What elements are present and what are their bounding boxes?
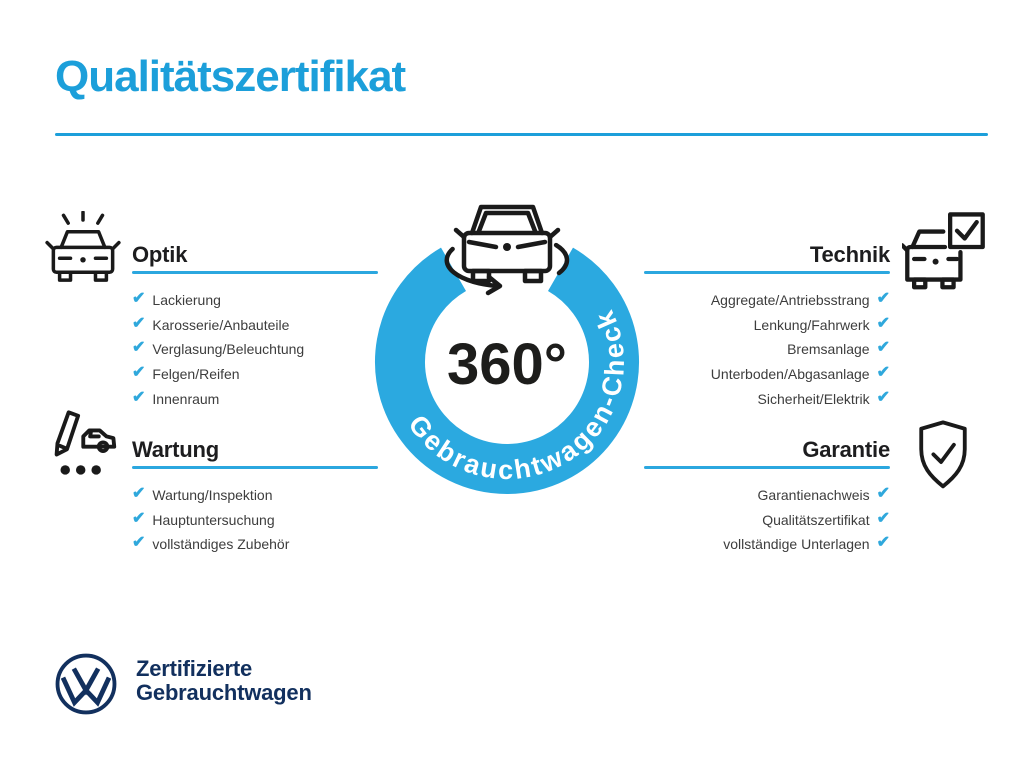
item-label: Karosserie/Anbauteile bbox=[152, 316, 290, 333]
item-label: Qualitätszertifikat bbox=[762, 511, 870, 528]
footer-claim: Zertifizierte Gebrauchtwagen bbox=[136, 657, 312, 705]
check-icon: ✔ bbox=[876, 485, 890, 503]
check-icon: ✔ bbox=[876, 339, 890, 357]
item-label: vollständige Unterlagen bbox=[723, 536, 870, 553]
list-item: Qualitätszertifikat ✔ bbox=[644, 508, 890, 533]
badge-value: 360° bbox=[447, 332, 567, 397]
check-icon: ✔ bbox=[132, 314, 146, 332]
check-icon: ✔ bbox=[132, 364, 146, 382]
section-divider bbox=[644, 271, 890, 274]
item-label: Verglasung/Beleuchtung bbox=[152, 341, 305, 358]
car-360-rotation-icon bbox=[444, 204, 570, 296]
item-label: Sicherheit/Elektrik bbox=[757, 390, 870, 407]
check-icon: ✔ bbox=[876, 364, 890, 382]
check-icon: ✔ bbox=[132, 290, 146, 308]
list-item: vollständige Unterlagen ✔ bbox=[644, 532, 890, 557]
section-title: Technik bbox=[809, 242, 890, 267]
item-label: Bremsanlage bbox=[787, 341, 870, 358]
list-item: ✔ Hauptuntersuchung bbox=[132, 508, 378, 533]
section-divider bbox=[132, 466, 378, 469]
list-item: Garantienachweis ✔ bbox=[644, 483, 890, 508]
checklist: ✔ Wartung/Inspektion ✔ Hauptuntersuchung ✔… bbox=[132, 483, 378, 557]
list-item: ✔ vollständiges Zubehör bbox=[132, 532, 378, 557]
footer-claim-line1: Zertifizierte bbox=[136, 656, 252, 681]
list-item: Sicherheit/Elektrik ✔ bbox=[644, 386, 890, 411]
item-label: vollständiges Zubehör bbox=[152, 536, 290, 553]
check-icon: ✔ bbox=[132, 388, 146, 406]
shield-check-icon bbox=[919, 420, 967, 489]
list-item: Lenkung/Fahrwerk ✔ bbox=[644, 313, 890, 338]
check-icon: ✔ bbox=[876, 509, 890, 527]
list-item: ✔ Lackierung bbox=[132, 288, 378, 313]
item-label: Wartung/Inspektion bbox=[152, 487, 273, 504]
list-item: Unterboden/Abgasanlage ✔ bbox=[644, 362, 890, 387]
list-item: Aggregate/Antriebsstrang ✔ bbox=[644, 288, 890, 313]
item-label: Unterboden/Abgasanlage bbox=[710, 366, 870, 383]
car-shine-icon bbox=[45, 211, 121, 282]
section-divider bbox=[644, 466, 890, 469]
section-title: Garantie bbox=[802, 437, 890, 462]
item-label: Lenkung/Fahrwerk bbox=[753, 316, 870, 333]
list-item: Bremsanlage ✔ bbox=[644, 337, 890, 362]
check-icon: ✔ bbox=[876, 314, 890, 332]
checklist: Garantienachweis ✔ Qualitätszertifikat ✔ v… bbox=[644, 483, 890, 557]
check-icon: ✔ bbox=[876, 290, 890, 308]
list-item: ✔ Verglasung/Beleuchtung bbox=[132, 337, 378, 362]
check-icon: ✔ bbox=[132, 534, 146, 552]
item-label: Lackierung bbox=[152, 292, 221, 309]
item-label: Aggregate/Antriebsstrang bbox=[710, 292, 870, 309]
service-checklist-car-icon bbox=[54, 410, 117, 475]
check-icon: ✔ bbox=[132, 485, 146, 503]
section-wartung: Wartung ✔ Wartung/Inspektion ✔ Hauptunters… bbox=[132, 438, 378, 557]
check-icon: ✔ bbox=[876, 534, 890, 552]
section-optik: Optik ✔ Lackierung ✔ Karosserie/Anbauteile… bbox=[132, 243, 378, 411]
footer-claim-line2: Gebrauchtwagen bbox=[136, 680, 312, 705]
section-title: Optik bbox=[132, 242, 188, 267]
item-label: Innenraum bbox=[152, 390, 220, 407]
car-checkbox-icon bbox=[902, 212, 985, 290]
list-item: ✔ Wartung/Inspektion bbox=[132, 483, 378, 508]
360-check-badge: Gebrauchtwagen-Check 360° bbox=[375, 204, 639, 494]
section-divider bbox=[132, 271, 378, 274]
checklist: Aggregate/Antriebsstrang ✔ Lenkung/Fahrwe… bbox=[644, 288, 890, 411]
list-item: ✔ Felgen/Reifen bbox=[132, 362, 378, 387]
section-garantie: Garantie Garantienachweis ✔ Qualitätszert… bbox=[644, 438, 890, 557]
page-title: Qualitätszertifikat bbox=[55, 52, 406, 101]
list-item: ✔ Innenraum bbox=[132, 386, 378, 411]
list-item: ✔ Karosserie/Anbauteile bbox=[132, 313, 378, 338]
item-label: Hauptuntersuchung bbox=[152, 511, 275, 528]
item-label: Garantienachweis bbox=[757, 487, 870, 504]
section-title: Wartung bbox=[132, 437, 219, 462]
check-icon: ✔ bbox=[876, 388, 890, 406]
checklist: ✔ Lackierung ✔ Karosserie/Anbauteile ✔ Verg… bbox=[132, 288, 378, 411]
vw-logo bbox=[55, 653, 117, 715]
title-divider bbox=[55, 133, 988, 136]
check-icon: ✔ bbox=[132, 339, 146, 357]
section-technik: Technik Aggregate/Antriebsstrang ✔ Lenkun… bbox=[644, 243, 890, 411]
item-label: Felgen/Reifen bbox=[152, 366, 240, 383]
ring bbox=[375, 247, 639, 494]
check-icon: ✔ bbox=[132, 509, 146, 527]
